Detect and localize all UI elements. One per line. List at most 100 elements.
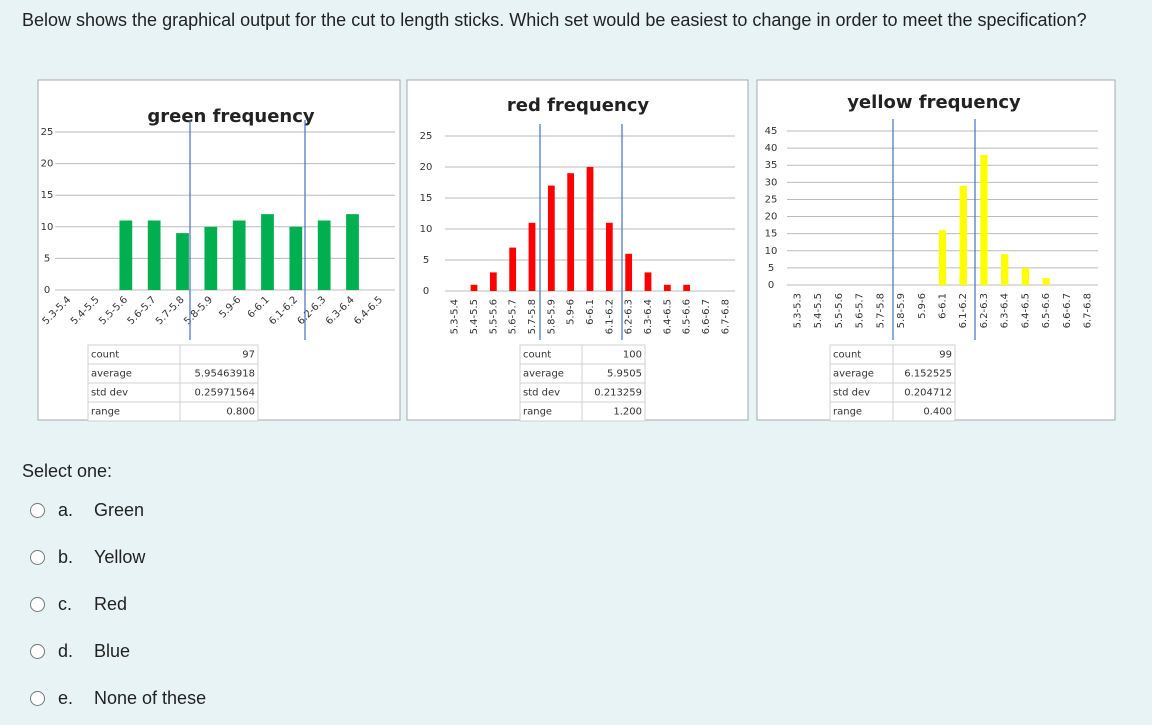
y-tick-label: 20: [41, 159, 54, 170]
x-tick-label: 6.5-6.6: [682, 299, 693, 334]
bar: [176, 233, 189, 290]
table-cell: [892, 401, 956, 422]
x-tick-label: 5.9-6: [566, 299, 577, 325]
y-tick-label: 10: [41, 222, 54, 233]
x-tick-label: 6.1-6.2: [604, 299, 615, 334]
charts: green frequency 0 5 10 15 20 25 5.3-5.4 5.4-5.5 5…: [37, 79, 1116, 422]
option-letter: b.: [58, 547, 74, 567]
stat-value: 0.800: [226, 407, 255, 418]
stat-value: 6.152525: [904, 369, 952, 380]
x-tick-label: 5.3-5.3: [792, 293, 803, 328]
option-letter: d.: [58, 641, 74, 661]
stat-label: std dev: [91, 388, 128, 399]
y-tick-label: 0: [768, 280, 774, 291]
stat-value: 1.200: [613, 407, 642, 418]
bar: [567, 173, 575, 291]
stat-label: count: [91, 350, 119, 361]
bar: [119, 220, 133, 290]
bar: [346, 214, 359, 290]
y-tick-label: 0: [423, 286, 429, 297]
x-tick-label: 6-6.1: [938, 293, 949, 319]
bar: [232, 220, 246, 290]
y-tick-label: 25: [765, 194, 778, 205]
stat-value: 0.400: [923, 407, 952, 418]
bar: [528, 222, 536, 291]
option-text: Blue: [94, 641, 131, 661]
x-tick-label: 5.7-5.8: [527, 299, 538, 334]
table-cell: [581, 401, 646, 422]
y-tick-label: 45: [765, 126, 778, 137]
radio-button[interactable]: [30, 691, 45, 706]
bar: [289, 226, 303, 290]
radio-button[interactable]: [30, 550, 45, 565]
x-tick-label: 5.5-5.6: [834, 293, 845, 328]
stat-value: 97: [242, 350, 255, 361]
bar: [317, 220, 331, 290]
question: Below shows the graphical output for the…: [22, 10, 1087, 30]
bar: [1001, 254, 1009, 285]
x-tick-label: 5.3-5.4: [450, 299, 461, 334]
x-tick-label: 5.4-5.5: [813, 293, 824, 328]
stat-value: 0.213259: [594, 388, 642, 399]
radio-button[interactable]: [30, 597, 45, 612]
chart-title: red frequency: [507, 95, 650, 116]
y-tick-label: 5: [423, 255, 429, 266]
x-tick-label: 5.6-5.7: [508, 299, 519, 334]
radio-button[interactable]: [30, 644, 45, 659]
radio-button[interactable]: [30, 503, 45, 518]
stat-label: count: [523, 350, 551, 361]
x-tick-label: 6.1-6.2: [958, 293, 969, 328]
x-tick-label: 6.2-6.3: [624, 299, 635, 334]
x-tick-label: 6.4-6.5: [1020, 293, 1031, 328]
x-tick-label: 6.6-6.7: [1062, 293, 1073, 328]
bar: [1042, 278, 1050, 285]
option-letter: c.: [58, 594, 73, 614]
x-tick-label: 6.3-6.4: [1000, 293, 1011, 328]
stat-value: 5.95463918: [195, 369, 255, 380]
x-tick-label: 6.6-6.7: [701, 299, 712, 334]
table-cell: [179, 401, 259, 422]
y-tick-label: 20: [765, 212, 778, 223]
bar: [547, 185, 555, 291]
x-tick-label: 6.7-6.8: [1083, 293, 1094, 328]
bar: [1021, 267, 1030, 285]
bar: [261, 214, 274, 290]
stat-label: range: [91, 407, 120, 418]
x-tick-label: 6.4-6.5: [662, 299, 673, 334]
x-tick-label: 5.7-5.8: [875, 293, 886, 328]
y-tick-label: 25: [41, 127, 54, 138]
bar: [586, 167, 594, 291]
y-tick-label: 20: [420, 162, 433, 173]
bar: [509, 247, 517, 291]
bar: [204, 226, 218, 290]
stat-label: range: [523, 407, 552, 418]
stat-label: count: [833, 350, 861, 361]
stat-label: average: [833, 369, 874, 380]
option-text: Yellow: [94, 547, 146, 567]
x-tick-label: 5.8-5.9: [896, 293, 907, 328]
x-tick-label: 5.8-5.9: [546, 299, 557, 334]
y-tick-label: 10: [765, 246, 778, 257]
bar: [980, 154, 988, 285]
y-tick-label: 10: [420, 224, 433, 235]
option-letter: e.: [58, 688, 74, 708]
option-text: Red: [94, 594, 128, 614]
y-tick-label: 35: [765, 160, 778, 171]
option-text: None of these: [94, 688, 207, 708]
chart-title: green frequency: [147, 106, 315, 127]
y-tick-label: 15: [420, 193, 433, 204]
y-tick-label: 5: [768, 263, 774, 274]
stat-label: average: [523, 369, 564, 380]
x-tick-label: 5.9-6: [917, 293, 928, 319]
stat-value: 5.9505: [607, 369, 642, 380]
x-tick-label: 6.3-6.4: [643, 299, 654, 334]
x-tick-label: 6.5-6.6: [1041, 293, 1052, 328]
stat-value: 99: [939, 350, 952, 361]
stat-label: std dev: [523, 388, 560, 399]
option-text: Green: [94, 500, 145, 520]
bar: [683, 284, 691, 291]
bar: [625, 253, 633, 291]
bar: [959, 185, 967, 285]
y-tick-label: 25: [420, 131, 433, 142]
